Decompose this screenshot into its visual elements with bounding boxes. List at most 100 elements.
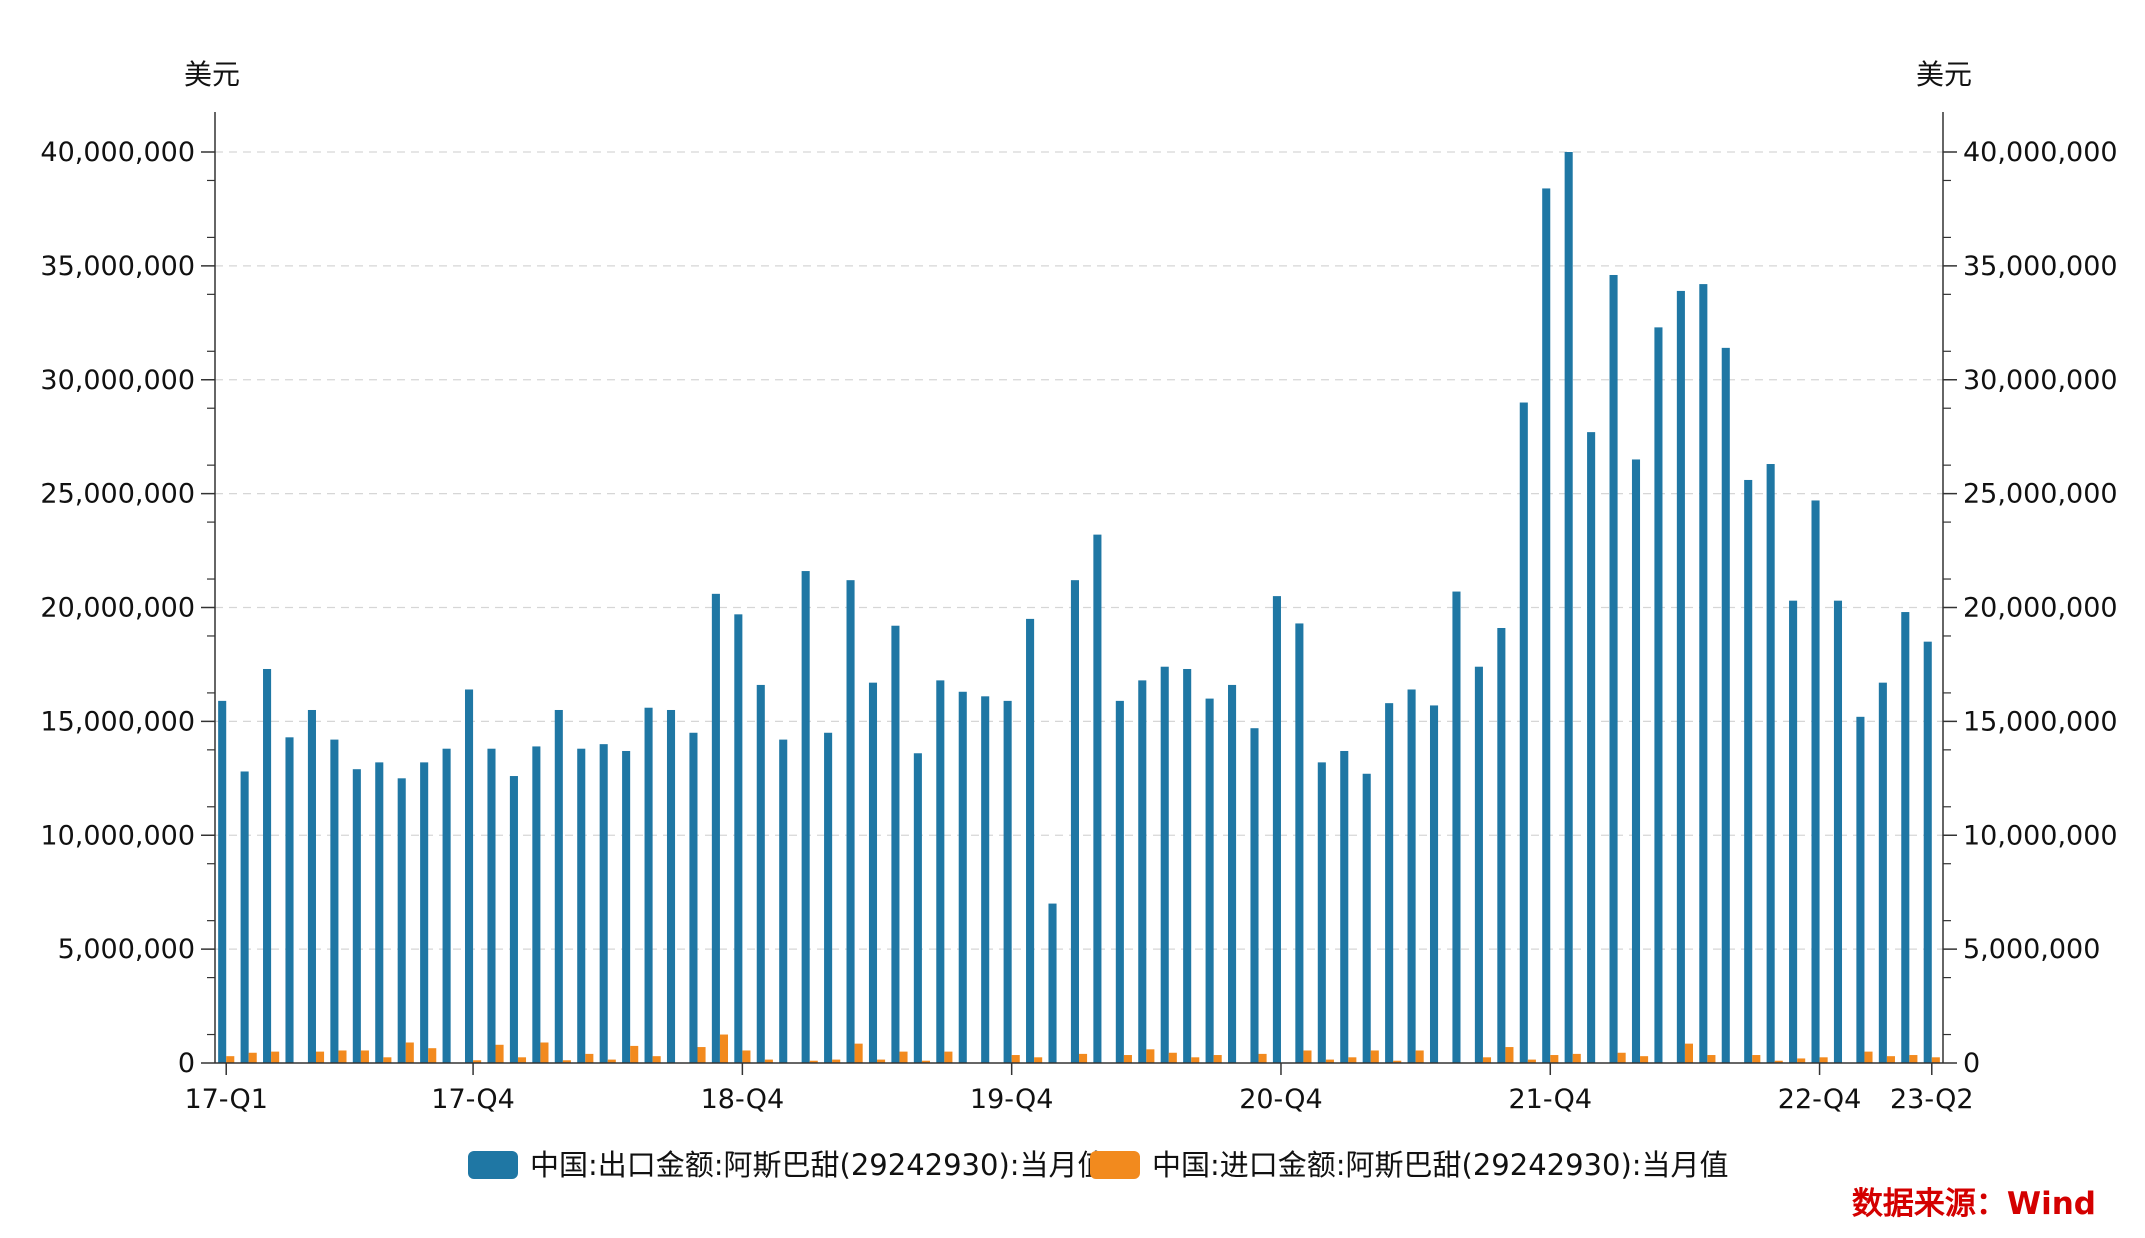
bar-import: [1707, 1055, 1716, 1063]
bar-export: [1272, 596, 1281, 1063]
y-tick-label-right: 30,000,000: [1963, 365, 2118, 396]
bar-import: [1797, 1058, 1806, 1063]
bar-export: [1901, 612, 1910, 1063]
bar-import: [248, 1052, 257, 1063]
bar-export: [1250, 728, 1259, 1063]
bar-export: [1587, 432, 1596, 1063]
bar-import: [517, 1057, 527, 1063]
bar-export: [240, 771, 249, 1063]
bar-export: [1654, 327, 1663, 1063]
bar-import: [1886, 1056, 1895, 1063]
bar-import: [1146, 1049, 1155, 1063]
bar-export: [644, 707, 653, 1063]
bar-import: [360, 1050, 369, 1063]
y-tick-label-right: 25,000,000: [1963, 479, 2118, 510]
bar-import: [854, 1043, 863, 1063]
bar-export: [1721, 347, 1730, 1063]
bar-export: [1923, 641, 1932, 1063]
bar-import: [562, 1060, 571, 1063]
bar-import: [428, 1048, 437, 1063]
bar-export: [981, 696, 990, 1063]
bar-export: [801, 571, 810, 1063]
bar-import: [1864, 1051, 1873, 1063]
bar-export: [263, 668, 272, 1063]
bar-import: [1123, 1055, 1132, 1063]
bar-export: [1474, 666, 1483, 1063]
bar-export: [734, 614, 743, 1063]
bar-export: [1497, 627, 1506, 1063]
bar-import: [1931, 1057, 1940, 1063]
bar-import: [405, 1042, 414, 1063]
bar-export: [779, 739, 788, 1063]
bar-export: [1429, 705, 1439, 1063]
bar-export: [711, 593, 720, 1063]
bar-export: [868, 682, 878, 1063]
bar-export: [1138, 680, 1147, 1063]
bar-import: [742, 1050, 751, 1063]
bar-export: [936, 680, 945, 1063]
y-tick-label-right: 20,000,000: [1963, 593, 2118, 624]
bar-export: [1609, 274, 1618, 1063]
bar-export: [913, 753, 922, 1063]
bar-export: [824, 732, 833, 1063]
bar-import: [1527, 1059, 1536, 1063]
bar-import: [1550, 1055, 1559, 1063]
bar-export: [1160, 666, 1169, 1063]
bar-export: [420, 762, 429, 1063]
bar-export: [1833, 600, 1843, 1063]
bar-export: [218, 700, 227, 1063]
bars: [218, 152, 1940, 1064]
bar-export: [1385, 703, 1394, 1063]
legend: 中国:出口金额:阿斯巴甜(29242930):当月值 中国:进口金额:阿斯巴甜(2…: [468, 1148, 1729, 1182]
bar-import: [1482, 1057, 1492, 1063]
y-tick-label-left: 30,000,000: [40, 365, 195, 396]
bar-export: [1115, 700, 1124, 1063]
bar-export: [1317, 762, 1326, 1063]
legend-swatch-export: [468, 1151, 518, 1179]
y-tick-label-left: 5,000,000: [58, 934, 195, 965]
bar-export: [487, 748, 496, 1063]
bar-export: [1699, 284, 1708, 1064]
bar-import: [921, 1060, 930, 1063]
grid-lines: [215, 151, 1943, 950]
bar-import: [1168, 1052, 1177, 1063]
bar-export: [1542, 188, 1551, 1063]
bar-export: [756, 684, 765, 1063]
bar-export: [1744, 479, 1753, 1064]
y-axis-unit-right: 美元: [1916, 58, 1972, 91]
x-tick-label: 23-Q2: [1890, 1084, 1974, 1115]
bar-export: [1048, 903, 1057, 1063]
bar-export: [532, 746, 541, 1063]
bar-export: [464, 689, 474, 1063]
bar-export: [1631, 459, 1641, 1063]
bar-import: [1640, 1056, 1649, 1063]
bar-import: [473, 1060, 482, 1063]
y-tick-label-left: 25,000,000: [40, 479, 195, 510]
x-tick-label: 19-Q4: [970, 1084, 1054, 1115]
bar-import: [1572, 1053, 1581, 1063]
y-tick-label-right: 40,000,000: [1963, 137, 2118, 168]
bar-export: [1362, 773, 1371, 1063]
bar-import: [383, 1057, 392, 1063]
bar-export: [1228, 684, 1237, 1063]
bar-export: [958, 691, 967, 1063]
legend-label-export: 中国:出口金额:阿斯巴甜(29242930):当月值: [530, 1148, 1107, 1182]
legend-swatch-import: [1090, 1151, 1140, 1179]
bar-import: [607, 1059, 616, 1063]
bar-import: [1011, 1055, 1020, 1063]
bar-import: [832, 1059, 841, 1063]
bar-import: [1213, 1055, 1222, 1063]
bar-export: [599, 744, 608, 1063]
bar-export: [285, 737, 294, 1063]
bar-import: [809, 1060, 818, 1063]
y-tick-label-right: 10,000,000: [1963, 820, 2118, 851]
bar-import: [1617, 1052, 1626, 1063]
bar-import: [495, 1044, 504, 1063]
x-tick-label: 22-Q4: [1778, 1084, 1862, 1115]
bar-import: [338, 1050, 347, 1063]
bar-export: [352, 769, 361, 1063]
bar-export: [689, 732, 698, 1063]
y-tick-label-left: 20,000,000: [40, 593, 195, 624]
bar-export: [554, 709, 563, 1063]
bar-export: [509, 776, 518, 1063]
